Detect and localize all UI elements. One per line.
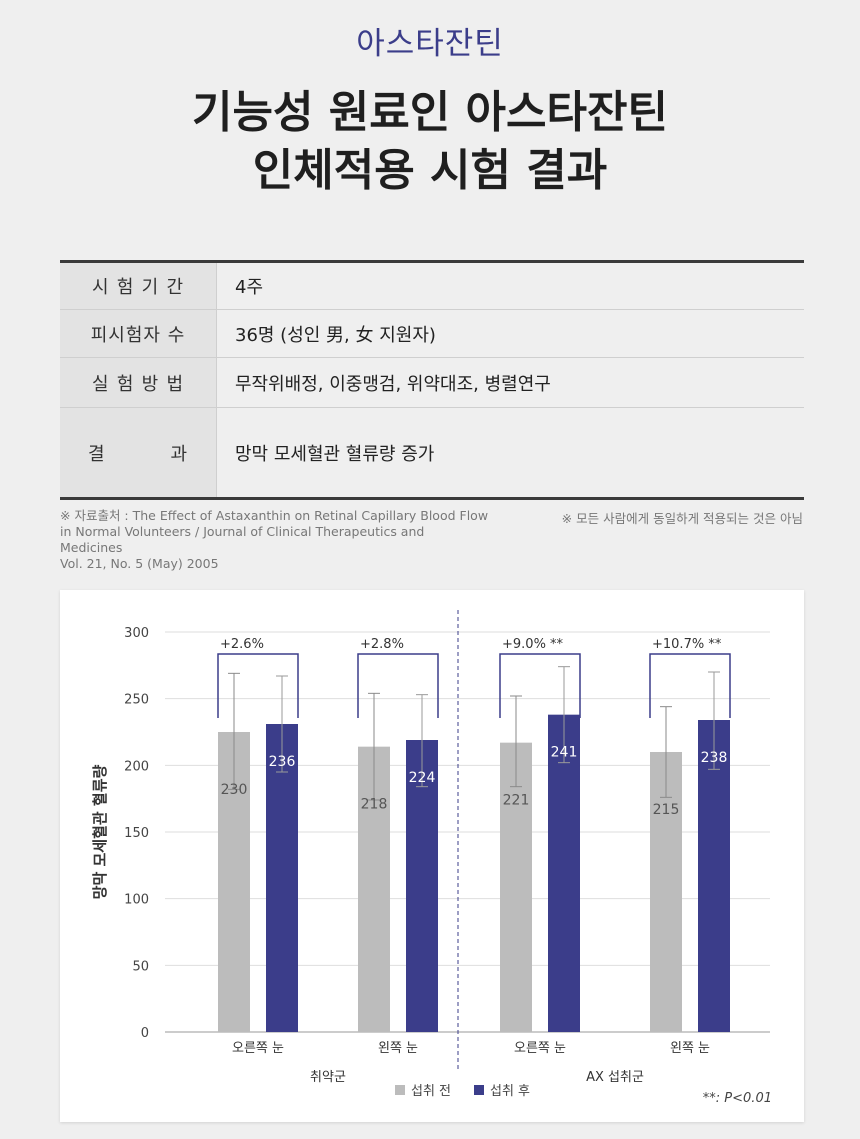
info-key-char: 방 [141,373,160,395]
data-label: 241 [551,745,578,761]
chart-card: 0 50 100 150 200 250 300 망막 모세혈관 혈류량 230 236 +2.6%… [60,590,804,1122]
y-tick-label: 250 [124,693,149,708]
source-line-1: ※ 자료출처 : The Effect of Astaxanthin on Re… [60,508,489,523]
change-bracket [649,653,731,718]
info-key-char: 과 [170,443,188,465]
bar-after [698,720,730,1032]
info-key-char: 기 [141,277,160,298]
headline-line-2: 인체적용 시험 결과 [252,145,608,196]
legend-label-after: 섭취 후 [490,1084,530,1099]
bar-before [500,742,532,1032]
info-key-char: 간 [166,277,184,298]
data-label: 221 [503,793,530,809]
data-label: 218 [361,797,388,813]
y-tick-label: 0 [141,1026,149,1041]
data-label: 230 [221,782,248,798]
info-key-subjects: 피시험자 수 [60,309,217,358]
group-label: 취약군 [310,1070,346,1085]
x-category-label: 왼쪽 눈 [670,1041,710,1056]
source-line-2: in Normal Volunteers / Journal of Clinic… [60,524,425,555]
bar-after [548,714,580,1032]
legend-label-before: 섭취 전 [411,1084,451,1099]
info-key-char: 실 [92,373,110,395]
y-tick-label: 100 [124,893,149,908]
source-line-3: Vol. 21, No. 5 (May) 2005 [60,556,219,571]
disclaimer-note: ※ 모든 사람에게 동일하게 적용되는 것은 아님 [561,511,803,526]
change-annotation: +2.6% [220,637,264,652]
bar-before [650,752,682,1032]
x-category-label: 오른쪽 눈 [514,1041,566,1056]
data-label: 224 [409,770,436,786]
change-bracket [217,653,299,718]
y-tick-label: 200 [124,759,149,774]
info-key-char: 결 [88,443,106,465]
group-label: AX 섭취군 [586,1070,644,1085]
data-label: 238 [701,750,728,766]
brand-title: 아스타잔틴 [356,26,504,62]
y-tick-label: 50 [132,959,149,974]
x-category-label: 왼쪽 눈 [378,1041,418,1056]
bar-after [406,740,438,1032]
info-value-period: 4주 [216,261,804,310]
change-bracket [357,653,439,718]
info-value-subjects: 36명 (성인 男, 女 지원자) [216,309,804,358]
info-key-char: 법 [166,373,184,395]
info-value-result: 망막 모세혈관 혈류량 증가 [235,443,435,465]
significance-note: **: P<0.01 [703,1091,772,1106]
change-annotation: +10.7% ** [652,637,722,652]
blood-flow-chart: 0 50 100 150 200 250 300 망막 모세혈관 혈류량 230 236 +2.6%… [91,610,772,1106]
info-key-char: 시 [92,277,110,298]
legend-swatch-after [474,1085,484,1095]
y-tick-label: 150 [124,826,149,841]
x-category-label: 오른쪽 눈 [232,1041,284,1056]
y-tick-label: 300 [124,626,149,641]
info-value-method: 무작위배정, 이중맹검, 위약대조, 병렬연구 [216,357,804,408]
info-key-char: 험 [116,277,135,298]
change-annotation: +9.0% ** [502,637,564,652]
source-note: ※ 자료출처 : The Effect of Astaxanthin on Re… [60,508,490,572]
change-bracket [499,653,581,718]
change-annotation: +2.8% [360,637,404,652]
bar-after [266,724,298,1032]
headline-line-1: 기능성 원료인 아스타잔틴 [192,87,668,138]
legend-swatch-before [395,1085,405,1095]
headline: 기능성 원료인 아스타잔틴 인체적용 시험 결과 [0,84,860,200]
data-label: 215 [653,802,680,818]
info-row-subjects: 피시험자 수 36명 (성인 男, 女 지원자) [60,309,804,358]
info-key-char: 험 [116,373,135,395]
data-label: 236 [269,754,296,770]
y-axis-label: 망막 모세혈관 혈류량 [91,764,109,899]
